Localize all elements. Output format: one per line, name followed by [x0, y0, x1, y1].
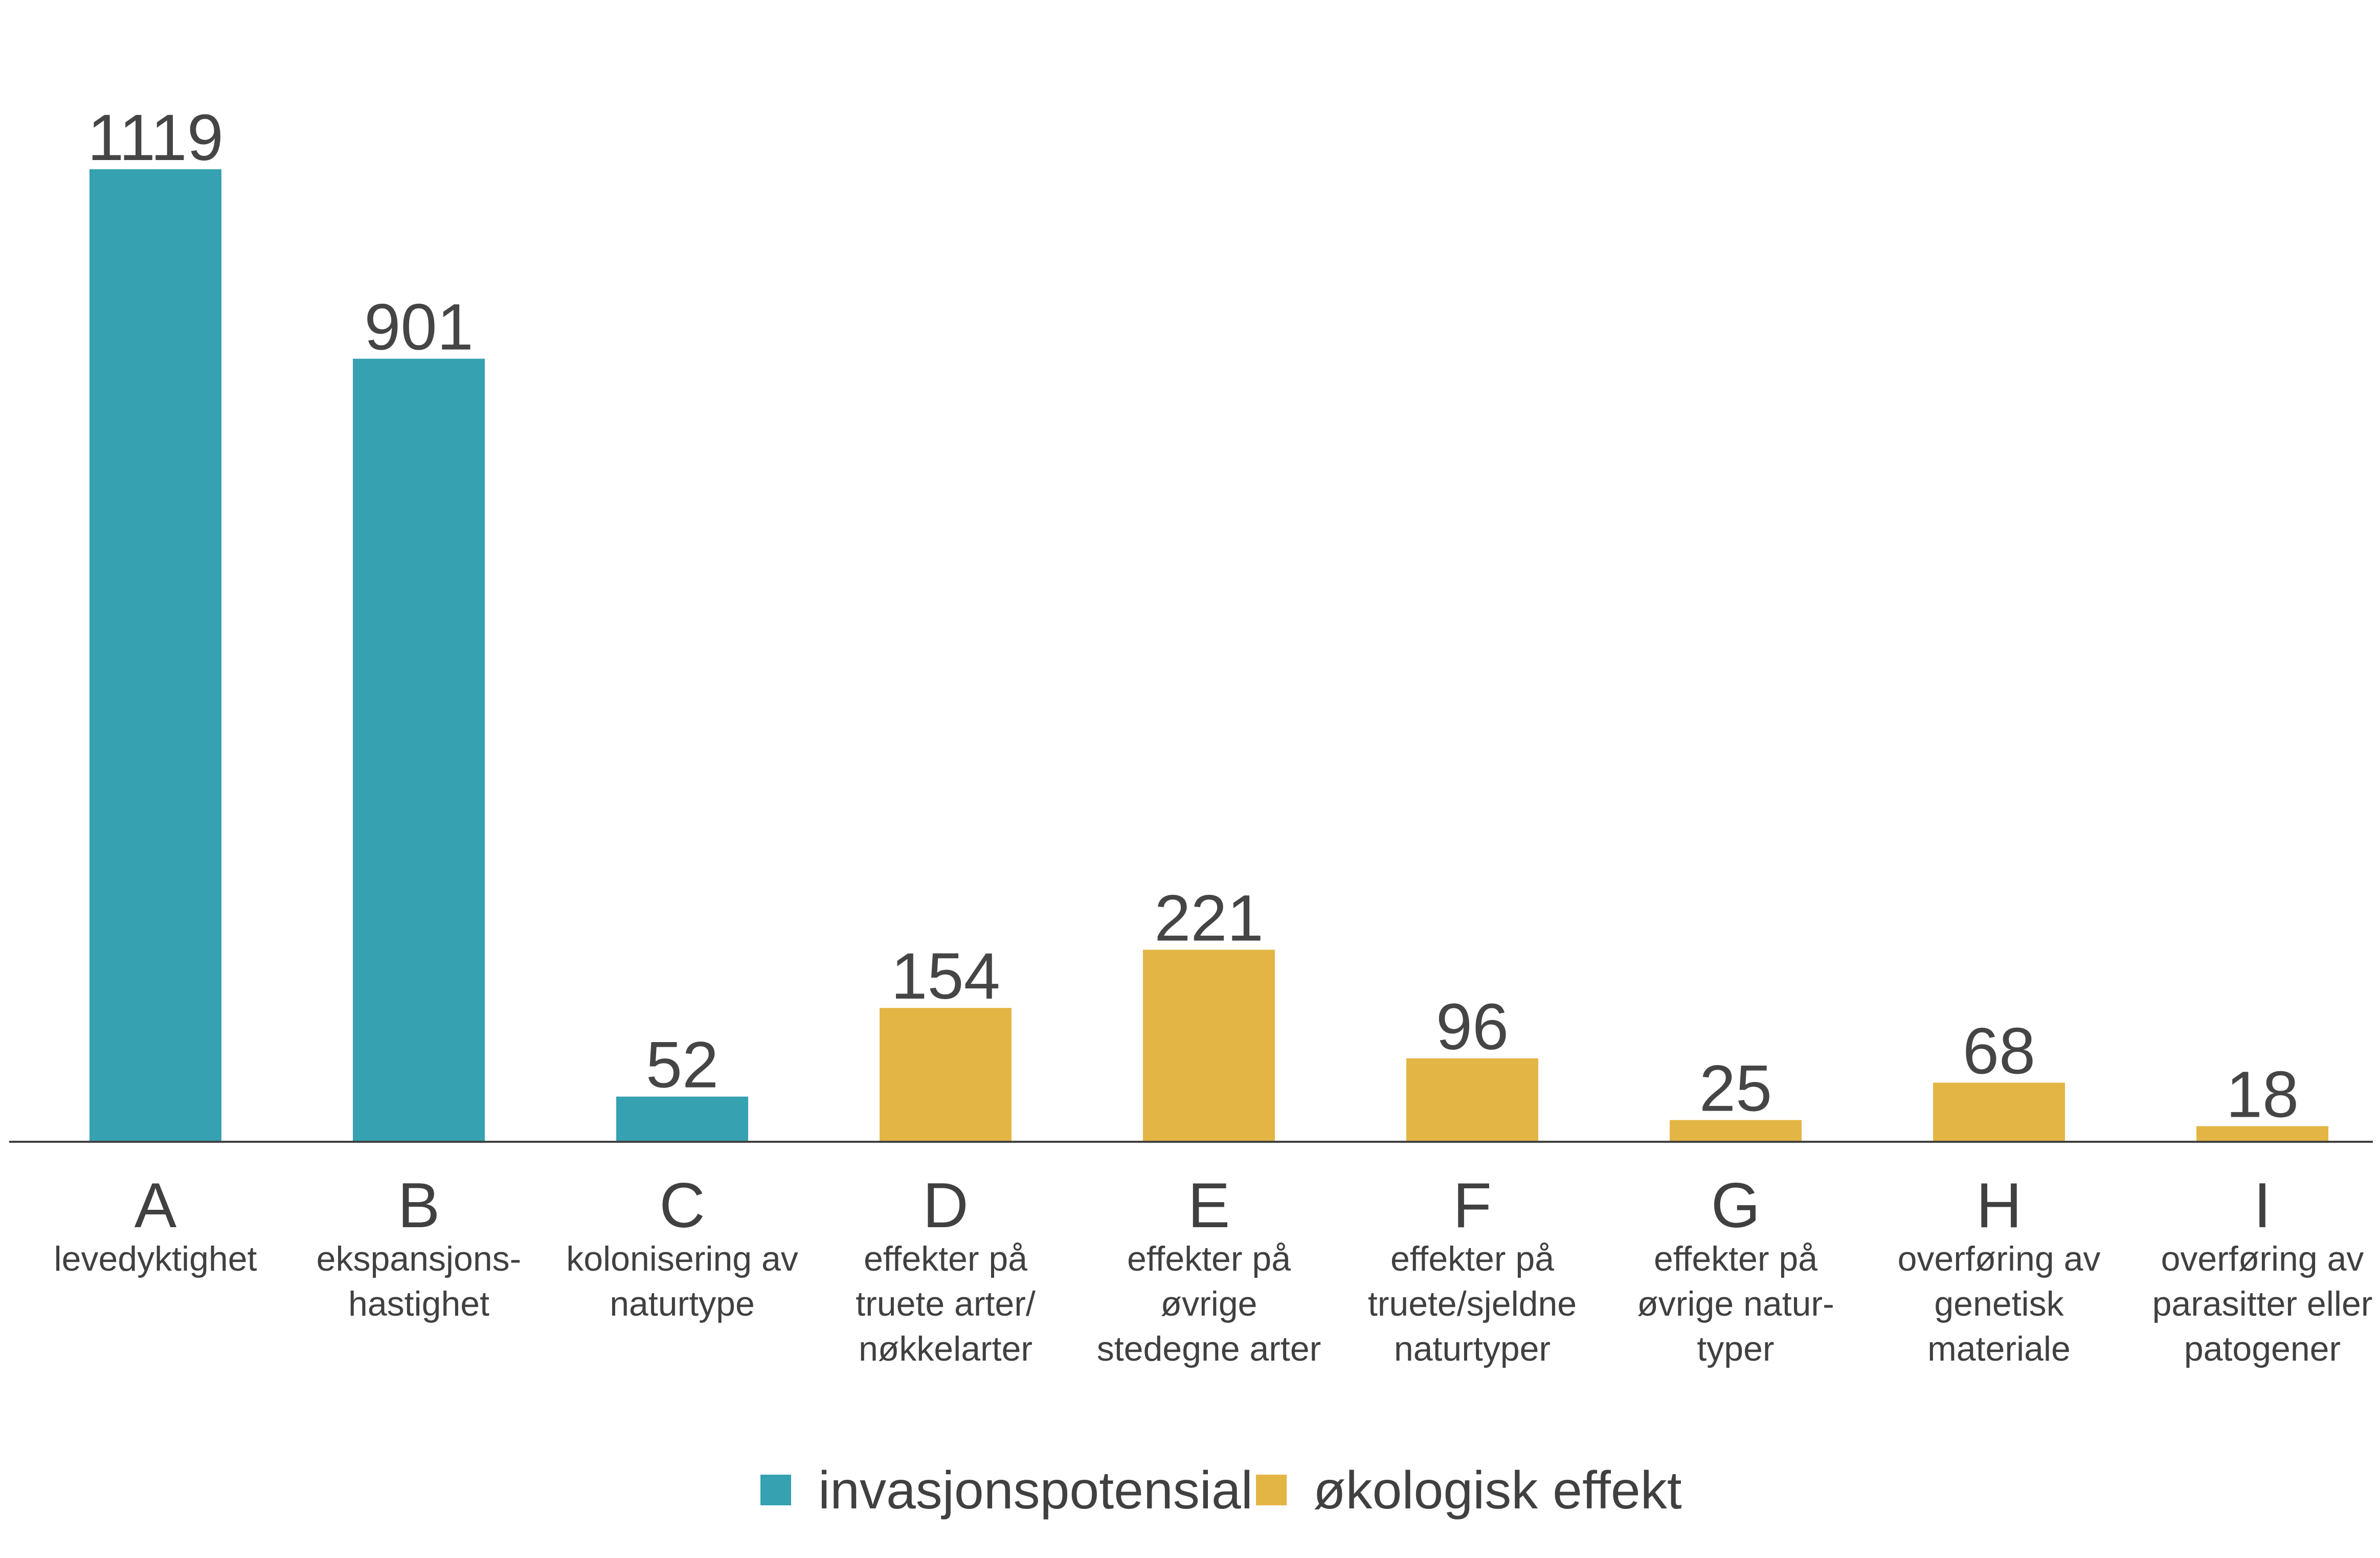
legend-swatch-invasion — [760, 1475, 791, 1505]
bar-D — [880, 1008, 1012, 1142]
category-description-E-line-3: stedegne arter — [1097, 1329, 1321, 1368]
value-label-I: 18 — [2226, 1058, 2299, 1131]
bars-layer — [89, 169, 2328, 1142]
value-label-B: 901 — [364, 291, 474, 364]
category-description-I-line-3: patogener — [2184, 1329, 2341, 1368]
bar-G — [1670, 1120, 1802, 1142]
category-description-B-line-1: ekspansjons- — [317, 1239, 522, 1278]
category-description-A-line-1: levedyktighet — [54, 1239, 257, 1278]
category-letter-E: E — [1188, 1170, 1230, 1241]
value-label-G: 25 — [1699, 1052, 1772, 1125]
category-description-I-line-2: parasitter eller — [2152, 1284, 2373, 1323]
bar-H — [1933, 1082, 2065, 1142]
category-letter-A: A — [134, 1170, 177, 1241]
value-label-F: 96 — [1436, 990, 1509, 1064]
category-description-B-line-2: hastighet — [348, 1284, 489, 1323]
category-description-H-line-1: overføring av — [1898, 1239, 2101, 1278]
bar-F — [1406, 1058, 1538, 1142]
legend: invasjonspotensial økologisk effekt — [760, 1461, 1682, 1520]
category-description-D-line-1: effekter på — [864, 1239, 1027, 1278]
legend-swatch-ecological — [1256, 1475, 1287, 1505]
value-label-E: 221 — [1154, 882, 1264, 955]
value-label-D: 154 — [891, 940, 1000, 1013]
legend-label-ecological: økologisk effekt — [1313, 1461, 1682, 1520]
value-label-H: 68 — [1963, 1014, 2035, 1088]
category-description-H-line-2: genetisk — [1934, 1284, 2064, 1323]
category-description-G-line-1: effekter på — [1654, 1239, 1817, 1278]
category-description-G-line-2: øvrige natur- — [1637, 1284, 1834, 1323]
bar-I — [2196, 1126, 2328, 1142]
bar-B — [353, 358, 485, 1142]
category-description-C-line-1: kolonisering av — [566, 1239, 798, 1278]
bar-C — [616, 1096, 748, 1142]
category-letter-B: B — [398, 1170, 440, 1241]
value-labels-layer: 1119 901 52 154 221 96 25 68 18 — [87, 101, 2299, 1131]
category-letter-C: C — [659, 1170, 705, 1241]
category-description-D-line-2: truete arter/ — [856, 1284, 1036, 1323]
category-description-H-line-3: materiale — [1927, 1329, 2071, 1368]
bar-A — [89, 169, 221, 1142]
category-description-D-line-3: nøkkelarter — [859, 1329, 1032, 1368]
category-letter-G: G — [1711, 1170, 1760, 1241]
category-letter-D: D — [923, 1170, 969, 1241]
bar-E — [1143, 950, 1275, 1142]
legend-label-invasion: invasjonspotensial — [818, 1461, 1253, 1520]
category-description-G-line-3: typer — [1697, 1329, 1774, 1368]
category-description-E-line-2: øvrige — [1161, 1284, 1258, 1323]
category-description-C-line-2: naturtype — [610, 1284, 755, 1323]
category-description-F-line-1: effekter på — [1390, 1239, 1554, 1278]
category-description-E-line-1: effekter på — [1127, 1239, 1291, 1278]
category-description-F-line-3: naturtyper — [1394, 1329, 1551, 1368]
value-label-A: 1119 — [87, 101, 223, 174]
category-letter-H: H — [1976, 1170, 2022, 1241]
category-letter-F: F — [1453, 1170, 1492, 1241]
category-description-I-line-1: overføring av — [2161, 1239, 2364, 1278]
value-label-C: 52 — [646, 1029, 719, 1102]
category-letter-I: I — [2254, 1170, 2271, 1241]
category-description-F-line-2: truete/sjeldne — [1368, 1284, 1577, 1323]
